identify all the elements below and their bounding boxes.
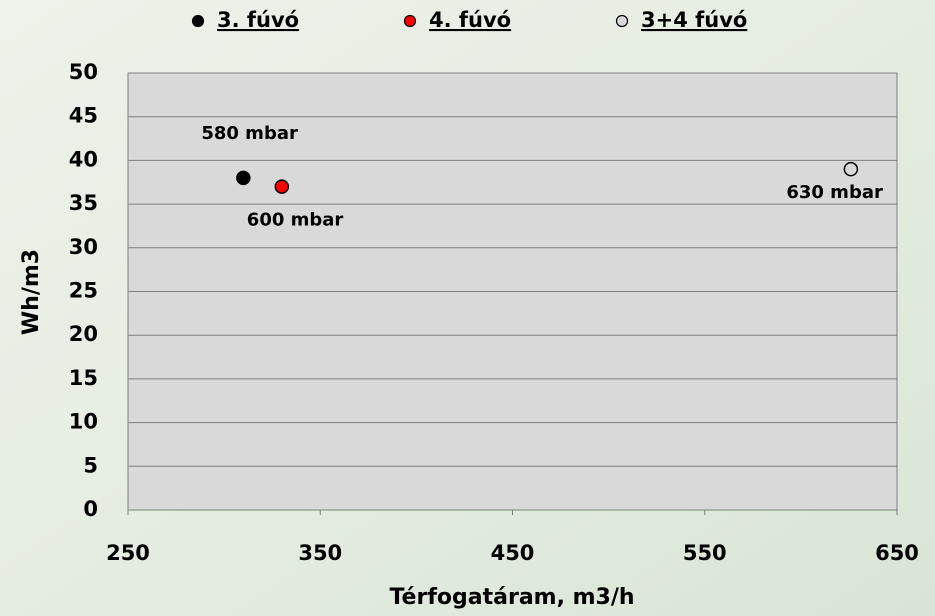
- point: [274, 179, 290, 194]
- y-tick-label: 30: [69, 235, 98, 259]
- point: [843, 161, 859, 177]
- y-axis-label: Wh/m3: [19, 249, 44, 335]
- y-tick-label: 35: [69, 191, 98, 215]
- legend-marker: [615, 14, 629, 28]
- annotation: 580 mbar: [201, 123, 298, 144]
- y-tick-label: 0: [83, 497, 98, 521]
- annotation: 600 mbar: [247, 210, 344, 231]
- point: [236, 170, 251, 186]
- legend-label: 3+4 fúvó: [641, 8, 747, 32]
- x-tick-label: 350: [298, 541, 342, 565]
- legend-marker: [191, 14, 205, 28]
- y-tick-label: 15: [69, 366, 98, 390]
- legend-label: 3. fúvó: [217, 8, 299, 32]
- x-tick-label: 250: [106, 541, 150, 565]
- y-tick-label: 50: [69, 60, 98, 84]
- x-tick-label: 550: [683, 541, 727, 565]
- y-tick-label: 40: [69, 147, 98, 171]
- y-tick-label: 5: [83, 453, 98, 477]
- y-tick-label: 45: [69, 104, 98, 128]
- legend-label: 4. fúvó: [429, 8, 511, 32]
- x-axis-label: Térfogatáram, m3/h: [389, 585, 634, 610]
- y-tick-label: 20: [69, 322, 98, 346]
- y-tick-label: 25: [69, 279, 98, 303]
- x-tick-label: 650: [875, 541, 919, 565]
- y-tick-label: 10: [69, 410, 98, 434]
- x-tick-label: 450: [491, 541, 535, 565]
- annotation: 630 mbar: [786, 182, 883, 203]
- legend-marker: [403, 14, 417, 28]
